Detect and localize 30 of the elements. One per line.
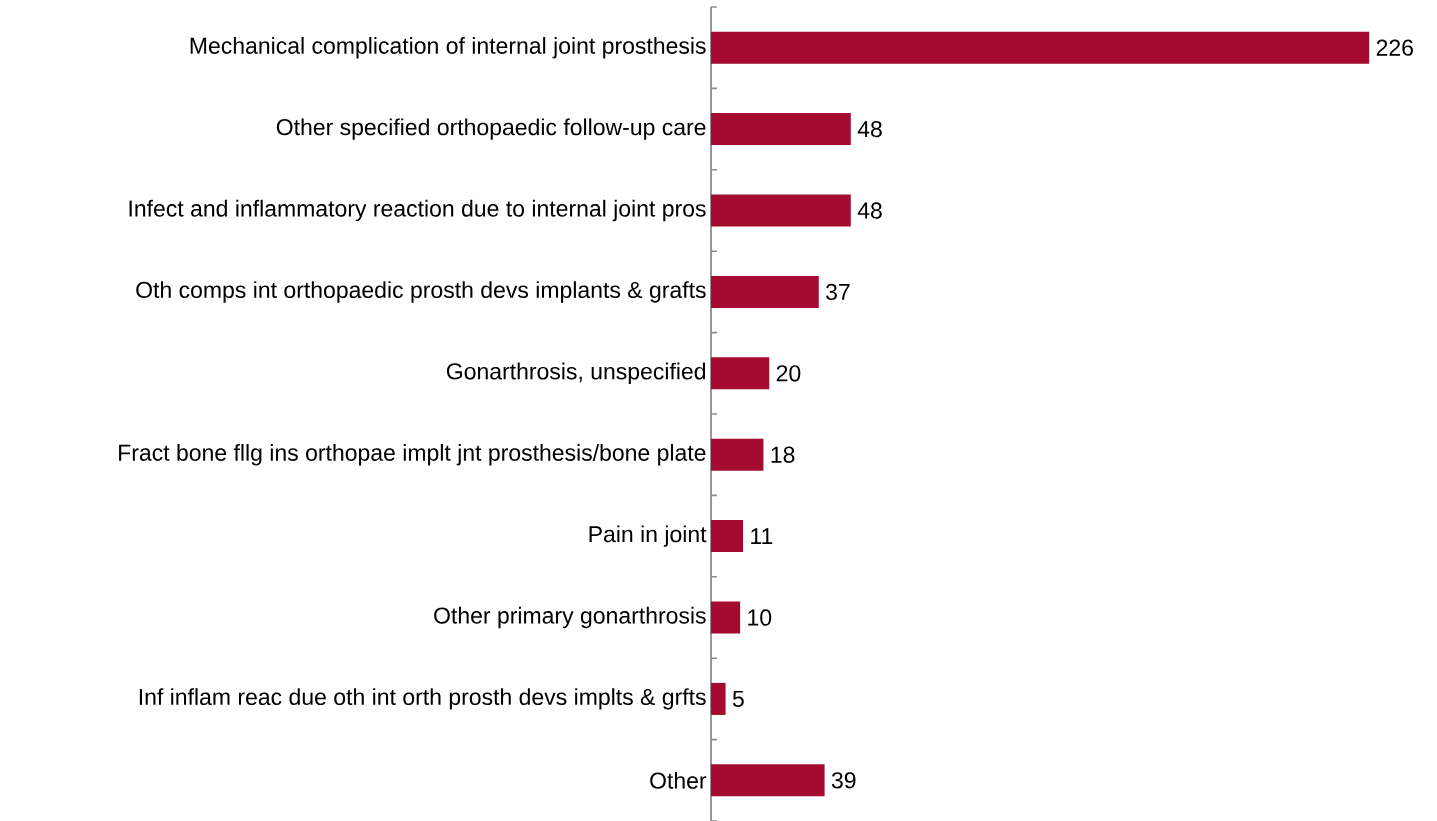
y-tick-label: Other primary gonarthrosis	[434, 606, 706, 629]
bar	[711, 764, 825, 797]
y-tick-label: Oth comps int orthopaedic prosth devs implants & grafts	[136, 281, 706, 303]
bar	[711, 275, 819, 308]
data-label: 18	[771, 446, 795, 463]
y-tick-label: Other specified orthopaedic follow-up care	[276, 118, 706, 140]
y-tick-label: Pain in joint	[589, 525, 707, 547]
y-tick-label: Infect and inflammatory reaction due to internal joint pros	[129, 199, 706, 222]
bar	[711, 682, 726, 715]
data-label: 10	[748, 609, 772, 626]
data-label: 39	[831, 772, 856, 789]
y-tick-label: Other	[650, 771, 707, 789]
y-tick-label: Gonarthrosis, unspecified	[446, 362, 706, 385]
bar	[711, 520, 744, 553]
bar	[711, 438, 764, 471]
y-tick-label: Fract bone fllg ins orthopae implt jnt prosthesis/bone plate	[119, 444, 706, 466]
data-label: 5	[732, 690, 744, 707]
bar	[711, 601, 741, 634]
y-tick-label: Inf inflam reac due oth int orth prosth devs implts & grfts	[139, 688, 706, 710]
bar	[711, 194, 851, 227]
y-tick-label: Mechanical complication of internal joint prosthesis	[190, 37, 706, 59]
data-label: 226	[1376, 39, 1413, 56]
data-label: 48	[857, 120, 882, 138]
bar	[711, 31, 1370, 64]
data-label: 11	[751, 528, 773, 545]
bar	[711, 357, 770, 390]
bar	[711, 113, 851, 146]
data-label: 48	[857, 202, 882, 219]
data-label: 37	[826, 283, 850, 301]
data-label: 20	[776, 365, 801, 382]
